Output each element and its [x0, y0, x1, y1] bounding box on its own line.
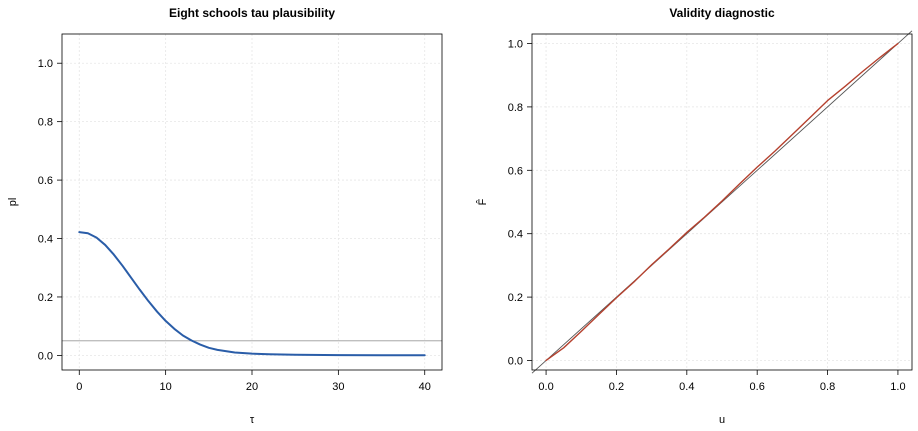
x-tick-label: 10 — [160, 381, 172, 393]
y-tick-label: 0.0 — [508, 355, 523, 367]
x-tick-label: 1.0 — [890, 381, 905, 393]
x-tick-label: 30 — [332, 381, 344, 393]
y-tick-label: 0.0 — [38, 350, 53, 362]
y-tick-label: 1.0 — [38, 58, 53, 70]
series — [545, 42, 899, 362]
series-line — [78, 231, 426, 357]
y-tick-label: 0.2 — [508, 292, 523, 304]
x-tick-label: 0.6 — [750, 381, 765, 393]
x-tick-label: 0.0 — [538, 381, 553, 393]
y-tick-label: 0.2 — [38, 292, 53, 304]
y-axis-label: pl — [7, 198, 19, 207]
validity-diagnostic-panel: Validity diagnostic 0.0 0.2 0.4 0.6 0.8 1.0 0… — [475, 6, 913, 426]
x-tick-label: 0.8 — [820, 381, 835, 393]
plot-frame — [531, 33, 913, 371]
y-tick-label: 0.8 — [508, 102, 523, 114]
x-axis-ticks: 0 10 20 30 40 — [76, 370, 431, 393]
y-axis-label: F̂ — [475, 198, 489, 205]
x-tick-label: 40 — [419, 381, 431, 393]
y-tick-label: 0.6 — [508, 165, 523, 177]
series — [78, 231, 426, 357]
y-tick-label: 1.0 — [508, 39, 523, 51]
y-tick-label: 0.4 — [38, 234, 53, 246]
y-axis-ticks: 0.0 0.2 0.4 0.6 0.8 1.0 — [508, 39, 532, 367]
x-tick-label: 0.4 — [679, 381, 694, 393]
chart-title: Eight schools tau plausibility — [169, 6, 335, 20]
x-axis-ticks: 0.0 0.2 0.4 0.6 0.8 1.0 — [538, 370, 906, 393]
x-tick-label: 0.2 — [609, 381, 624, 393]
tau-plausibility-panel: Eight schools tau plausibility 0 10 20 30 40… — [7, 6, 443, 426]
y-axis-ticks: 0.0 0.2 0.4 0.6 0.8 1.0 — [38, 58, 62, 362]
y-tick-label: 0.8 — [38, 117, 53, 129]
x-axis-label: τ — [250, 414, 255, 426]
chart-title: Validity diagnostic — [669, 6, 775, 20]
grid — [532, 34, 912, 370]
series-line — [545, 42, 899, 362]
x-tick-label: 0 — [76, 381, 82, 393]
x-tick-label: 20 — [246, 381, 258, 393]
y-tick-label: 0.6 — [38, 175, 53, 187]
y-tick-label: 0.4 — [508, 229, 523, 241]
grid — [62, 34, 442, 370]
x-axis-label: u — [719, 414, 725, 426]
